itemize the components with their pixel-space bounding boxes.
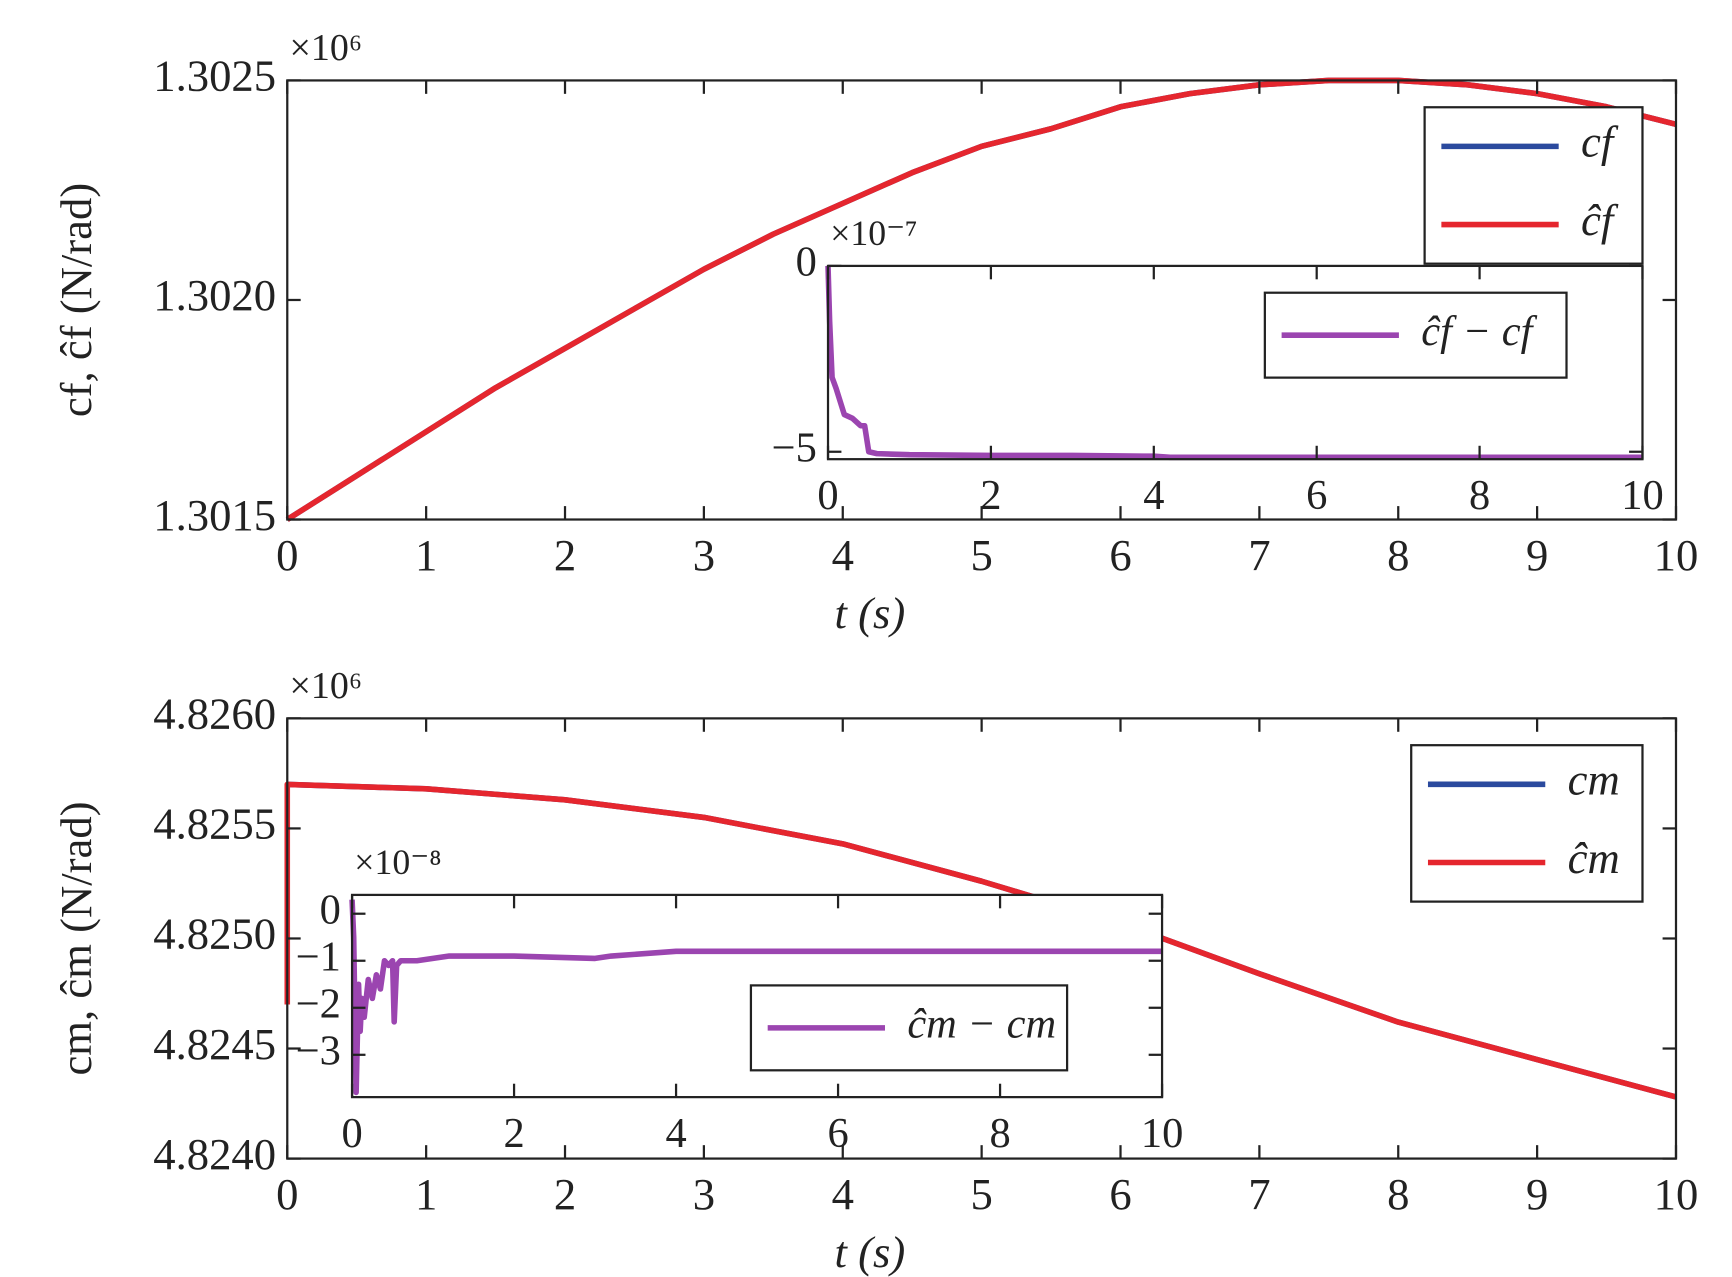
x-tick-label: 10 — [1141, 1110, 1183, 1157]
y-tick-label: −2 — [296, 981, 341, 1028]
exponent-label: ×10⁻⁸ — [354, 842, 441, 882]
x-tick-label: 10 — [1654, 1169, 1699, 1219]
x-tick-label: 6 — [1109, 1169, 1131, 1219]
x-axis-label: t (s) — [835, 588, 906, 638]
legend-label: ĉf — [1581, 195, 1619, 245]
legend-label: cf — [1581, 117, 1619, 167]
y-tick-label: −5 — [772, 424, 817, 471]
y-tick-label: 1.3025 — [153, 51, 276, 101]
plot-frame — [826, 264, 1644, 461]
y-tick-label: 0 — [320, 886, 341, 933]
series-line — [285, 77, 1677, 522]
legend-box — [1423, 106, 1644, 265]
x-tick-label: 4 — [665, 1110, 686, 1157]
y-tick-label: 4.8250 — [153, 909, 276, 959]
x-tick-label: 0 — [276, 530, 298, 580]
x-tick-label: 8 — [989, 1110, 1010, 1157]
y-axis-label: cf, ĉf (N/rad) — [51, 183, 101, 417]
x-tick-label: 3 — [693, 530, 715, 580]
x-tick-label: 2 — [503, 1110, 524, 1157]
x-tick-label: 10 — [1654, 530, 1699, 580]
x-tick-label: 4 — [832, 1169, 854, 1219]
x-tick-label: 1 — [415, 1169, 437, 1219]
x-tick-label: 8 — [1387, 530, 1409, 580]
legend-box — [1410, 744, 1644, 903]
legend-label: ĉm − cm — [907, 1001, 1056, 1048]
x-tick-label: 0 — [276, 1169, 298, 1219]
x-tick-label: 6 — [827, 1110, 848, 1157]
plot-frame — [350, 893, 1164, 1099]
series-line — [349, 899, 1163, 1096]
x-tick-label: 10 — [1621, 472, 1663, 519]
x-tick-label: 3 — [693, 1169, 715, 1219]
exponent-label: ×10⁶ — [290, 665, 363, 707]
y-axis-label: cm, ĉm (N/rad) — [51, 801, 101, 1075]
y-tick-label: 1.3015 — [153, 490, 276, 540]
x-tick-label: 7 — [1248, 1169, 1270, 1219]
x-tick-label: 6 — [1109, 530, 1131, 580]
x-tick-label: 0 — [341, 1110, 362, 1157]
y-tick-label: 4.8245 — [153, 1019, 276, 1069]
x-tick-label: 2 — [554, 530, 576, 580]
y-tick-label: 1.3020 — [153, 270, 276, 320]
exponent-label: ×10⁻⁷ — [830, 213, 917, 253]
exponent-label: ×10⁶ — [290, 27, 363, 69]
x-tick-label: 5 — [970, 1169, 992, 1219]
y-tick-label: −1 — [296, 933, 341, 980]
series-line — [284, 781, 1677, 1100]
y-tick-label: 4.8260 — [153, 689, 276, 739]
x-tick-label: 2 — [980, 472, 1001, 519]
x-tick-label: 9 — [1526, 530, 1548, 580]
legend-label: ĉf − cf — [1421, 308, 1537, 355]
y-tick-label: 4.8255 — [153, 799, 276, 849]
x-tick-label: 8 — [1469, 472, 1490, 519]
x-tick-label: 9 — [1526, 1169, 1548, 1219]
legend-label: cm — [1568, 755, 1620, 805]
y-tick-label: 4.8240 — [153, 1129, 276, 1179]
y-tick-label: −3 — [296, 1028, 341, 1075]
x-tick-label: 1 — [415, 530, 437, 580]
x-tick-label: 4 — [832, 530, 854, 580]
x-tick-label: 0 — [817, 472, 838, 519]
x-axis-label: t (s) — [835, 1227, 906, 1277]
legend-label: ĉm — [1568, 833, 1620, 883]
x-tick-label: 8 — [1387, 1169, 1409, 1219]
y-tick-label: 0 — [796, 239, 817, 286]
x-tick-label: 4 — [1143, 472, 1164, 519]
x-tick-label: 6 — [1306, 472, 1327, 519]
x-tick-label: 7 — [1248, 530, 1270, 580]
x-tick-label: 5 — [970, 530, 992, 580]
series-line — [825, 265, 1643, 461]
x-tick-label: 2 — [554, 1169, 576, 1219]
